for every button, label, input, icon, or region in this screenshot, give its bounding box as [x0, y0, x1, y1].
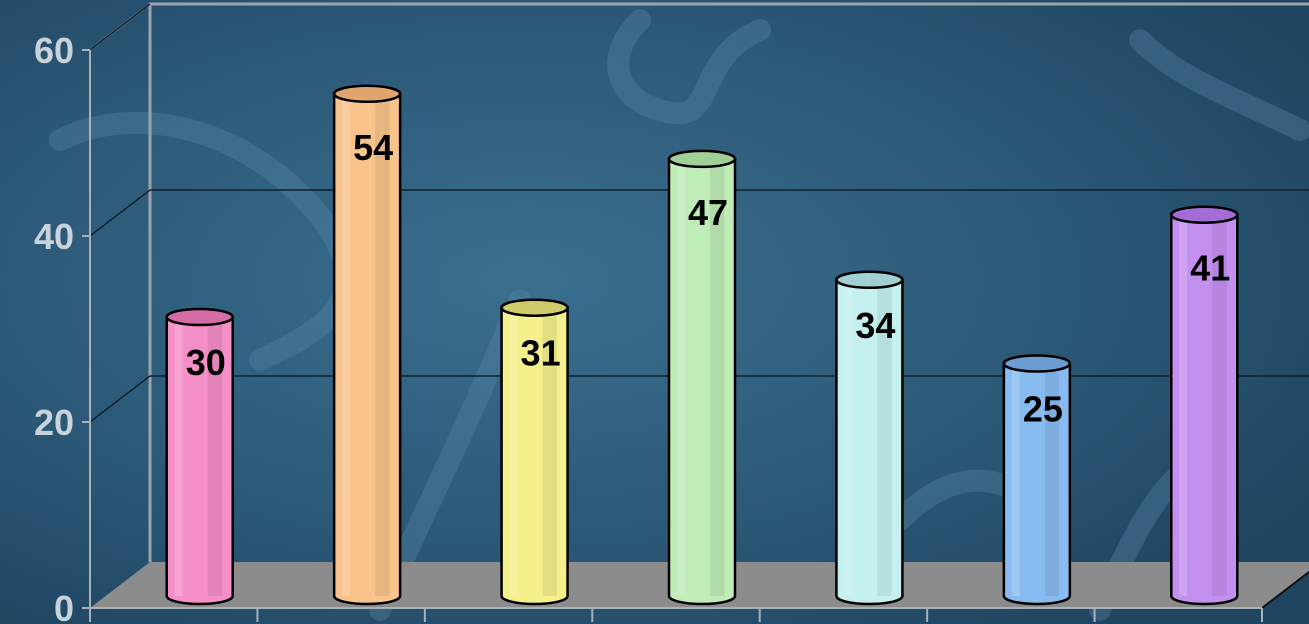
bar-cap	[1170, 205, 1239, 224]
bar-shade	[1212, 214, 1227, 596]
side-gridline	[89, 375, 151, 423]
y-tick-label: 20	[34, 402, 74, 443]
bar-highlight	[676, 158, 685, 596]
y-tick-label: 60	[34, 30, 74, 71]
side-gridline	[89, 3, 151, 51]
bar-body	[165, 315, 234, 606]
data-label: 47	[688, 192, 728, 233]
bar-body	[332, 92, 402, 606]
bar-shade	[1044, 363, 1060, 596]
bar-body	[500, 306, 569, 606]
bar	[332, 84, 402, 606]
bar-body	[1002, 362, 1072, 606]
bar-highlight	[342, 93, 350, 597]
bar-cap	[165, 307, 234, 327]
bar-highlight	[509, 307, 518, 596]
bar-highlight	[844, 279, 853, 596]
bar	[1170, 205, 1239, 606]
bar-cap	[500, 298, 569, 317]
data-labels: 30 54 31 47 34 25 41	[186, 127, 1231, 430]
bar-cap	[667, 149, 737, 169]
bar-body	[1170, 213, 1239, 606]
bar	[1002, 354, 1072, 606]
data-label: 34	[855, 305, 895, 346]
bar-shade	[709, 158, 725, 596]
bar-shade	[877, 279, 892, 596]
data-label: 30	[186, 342, 226, 383]
bar-cap	[332, 84, 402, 104]
bar	[500, 298, 569, 606]
bar-body	[667, 157, 737, 606]
bar-shade	[542, 307, 558, 596]
side-gridline	[89, 189, 151, 237]
bar-highlight	[1011, 363, 1020, 596]
y-axis: 0 20 40 60	[34, 30, 91, 624]
bar-highlight	[1179, 214, 1188, 596]
bar	[667, 149, 737, 606]
y-tick-label: 0	[54, 588, 74, 624]
x-axis	[89, 607, 1263, 622]
data-label: 41	[1190, 248, 1230, 289]
y-tick-label: 40	[34, 216, 74, 257]
bar	[835, 270, 904, 606]
bar-shade	[375, 93, 390, 597]
bar-shade	[207, 317, 223, 596]
bar-body	[835, 278, 904, 606]
data-label: 25	[1023, 389, 1063, 430]
bar	[165, 307, 234, 606]
data-label: 31	[521, 333, 561, 374]
bar-cap	[835, 270, 904, 290]
floor-edge	[1261, 570, 1309, 609]
bars	[165, 84, 1239, 606]
bar-highlight	[174, 317, 183, 596]
data-label: 54	[353, 127, 393, 168]
bar-cap	[1002, 354, 1072, 373]
